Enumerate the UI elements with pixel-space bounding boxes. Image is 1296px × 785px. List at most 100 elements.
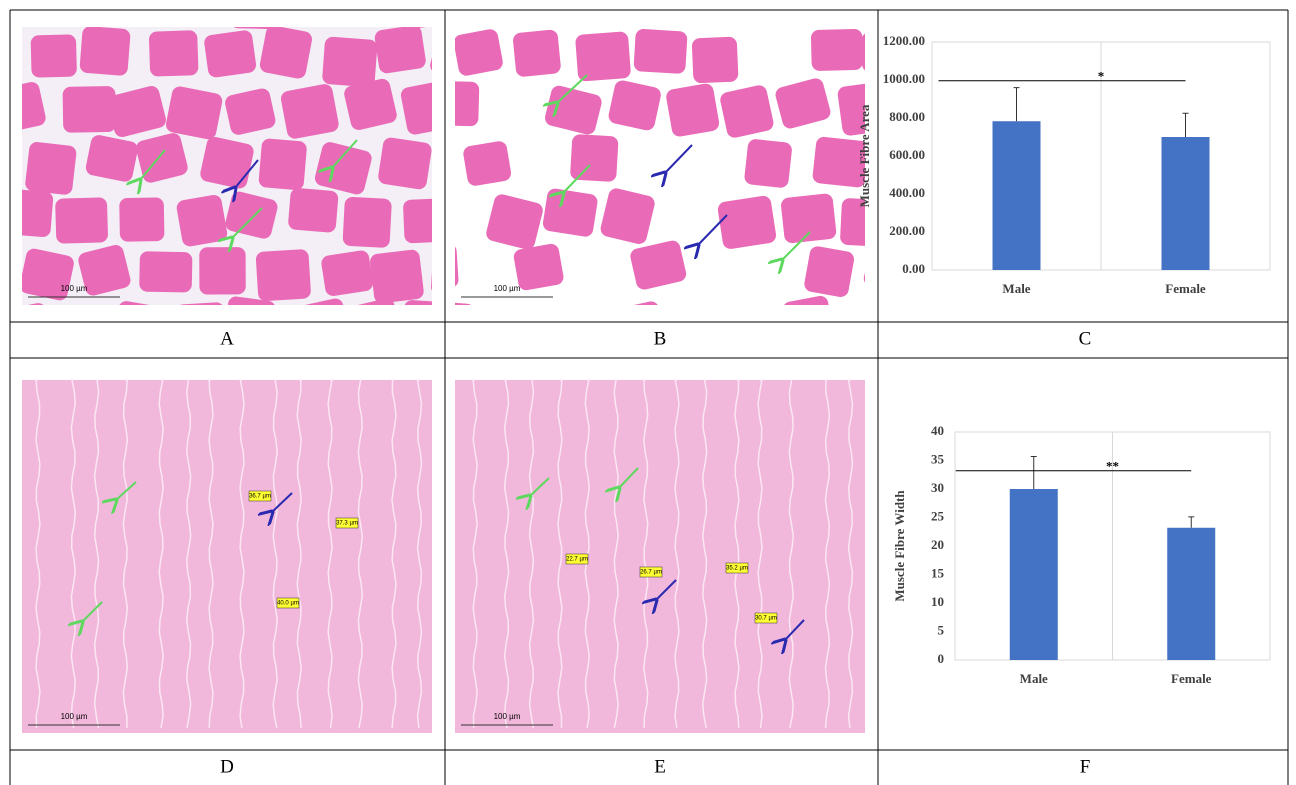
y-tick-label: 800.00 — [889, 109, 925, 124]
fibre — [803, 245, 855, 298]
fibre — [290, 0, 337, 27]
measurement-label: 40.0 µm — [277, 601, 299, 607]
fibre — [428, 301, 476, 345]
fibre — [485, 305, 540, 357]
y-tick-label: 600.00 — [889, 147, 925, 162]
fibre — [0, 138, 16, 184]
fibre — [139, 251, 192, 292]
measurement-label: 37.3 µm — [336, 521, 358, 527]
bar — [1162, 137, 1210, 270]
fibre — [692, 37, 739, 84]
fibre — [744, 138, 793, 188]
panel-label: B — [654, 328, 667, 349]
fibre — [112, 0, 158, 27]
y-axis-title: Muscle Fibre Area — [857, 104, 872, 207]
fibre — [165, 85, 224, 141]
fibre — [548, 305, 604, 355]
image-bg — [455, 380, 865, 733]
bar — [1010, 489, 1058, 660]
error-bar — [1188, 517, 1194, 528]
fibre — [290, 297, 351, 352]
fibre — [342, 197, 392, 248]
y-tick-label: 0 — [938, 651, 945, 666]
x-tick-label: Female — [1171, 671, 1212, 686]
histology-image: 100 µm 36.7 µm 37.3 µm 40.0 µm — [22, 380, 432, 733]
page: {"panels":["A","B","C","D","E","F"], "im… — [0, 0, 1296, 785]
y-tick-label: 35 — [931, 451, 945, 466]
y-tick-label: 1000.00 — [883, 71, 925, 86]
x-tick-label: Female — [1165, 281, 1206, 296]
bar — [993, 121, 1041, 270]
fibre — [341, 0, 394, 24]
measurement-label: 30.7 µm — [755, 616, 777, 622]
x-tick-label: Male — [1020, 671, 1048, 686]
y-tick-label: 30 — [931, 480, 944, 495]
fibre — [119, 197, 164, 241]
measurement-label: 35.2 µm — [726, 566, 748, 572]
fibre — [79, 26, 131, 76]
fibre — [713, 0, 769, 28]
fibre — [258, 138, 307, 191]
fibre — [377, 136, 432, 190]
fibre — [402, 300, 459, 351]
fibre — [400, 0, 451, 30]
fibre — [175, 302, 227, 351]
fibre — [462, 140, 512, 187]
fibre — [542, 187, 599, 237]
fibre — [403, 198, 451, 243]
fibre — [31, 34, 77, 77]
fibre — [369, 249, 424, 304]
panel-label: C — [1079, 328, 1092, 349]
fibre — [575, 31, 631, 82]
fibre — [667, 305, 719, 352]
y-tick-label: 20 — [931, 537, 944, 552]
error-bar — [1031, 457, 1037, 489]
fibre — [717, 195, 777, 250]
y-tick-label: 10 — [931, 594, 944, 609]
y-tick-label: 40 — [931, 423, 944, 438]
fibre — [429, 81, 479, 127]
fibre — [54, 0, 105, 23]
measurement-label: 36.7 µm — [249, 494, 271, 500]
fibre — [605, 0, 660, 27]
measurement-label: 26.7 µm — [640, 570, 662, 576]
y-tick-label: 400.00 — [889, 185, 925, 200]
fibre — [0, 188, 54, 238]
fibre — [374, 24, 427, 74]
scale-bar-label: 100 µm — [61, 284, 88, 293]
fibre — [63, 86, 116, 133]
y-tick-label: 1200.00 — [883, 33, 925, 48]
y-tick-label: 200.00 — [889, 223, 925, 238]
fibre — [665, 82, 720, 137]
fibre — [320, 249, 374, 297]
fibre — [0, 32, 22, 80]
fibre — [203, 29, 257, 78]
scale-bar-label: 100 µm — [494, 284, 521, 293]
fibre — [898, 304, 951, 354]
image-bg — [22, 380, 432, 733]
scale-bar-label: 100 µm — [61, 712, 88, 721]
panel-label: A — [220, 328, 234, 349]
fibre — [165, 0, 227, 28]
fibre — [259, 24, 314, 80]
fibre — [400, 80, 455, 136]
fibre — [288, 187, 339, 233]
fibre — [0, 302, 53, 356]
fibre — [24, 141, 77, 195]
fibre — [370, 0, 422, 23]
error-bar — [1183, 113, 1189, 137]
significance-mark: * — [1098, 69, 1105, 84]
x-tick-label: Male — [1002, 281, 1030, 296]
fibre — [112, 300, 164, 351]
error-bar — [1014, 88, 1020, 122]
panel-label: E — [654, 756, 666, 777]
y-tick-label: 25 — [931, 508, 945, 523]
panel-label: D — [220, 756, 234, 777]
fibre — [55, 197, 108, 244]
y-tick-label: 0.00 — [902, 261, 925, 276]
figure: A B C D E F 100 µm 100 µm 100 µm 36.7 µm 37.3 µm 40… — [0, 0, 1296, 785]
y-tick-label: 5 — [938, 622, 945, 637]
panel-label: F — [1080, 756, 1091, 777]
y-tick-label: 15 — [931, 565, 945, 580]
